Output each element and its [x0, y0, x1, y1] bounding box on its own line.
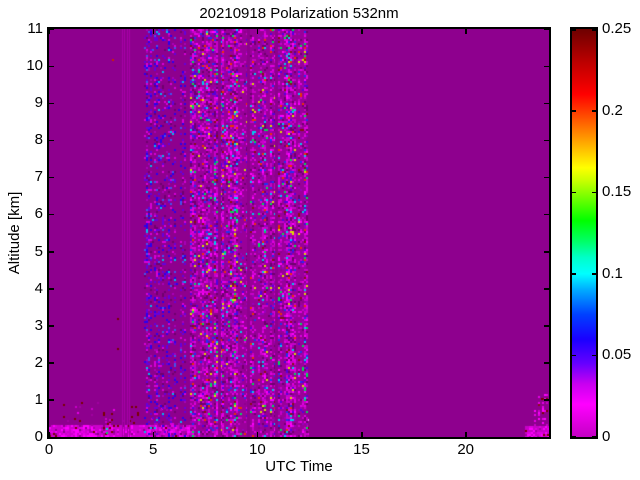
tick-mark	[256, 432, 259, 437]
tick-mark	[49, 436, 54, 438]
colorbar-tick-label: 0	[602, 428, 611, 445]
colorbar-tick-mark	[572, 354, 576, 357]
x-tick-label: 20	[457, 441, 474, 458]
plot-area	[47, 27, 551, 439]
colorbar-tick-mark	[572, 191, 576, 194]
colorbar	[570, 27, 598, 439]
tick-mark	[544, 213, 549, 216]
tick-mark	[49, 251, 54, 253]
x-tick-label: 15	[353, 441, 370, 458]
tick-mark	[544, 176, 549, 179]
x-tick-label: 5	[148, 441, 158, 458]
tick-mark	[49, 28, 54, 30]
tick-mark	[544, 325, 549, 327]
tick-mark	[49, 362, 54, 364]
x-axis-label: UTC Time	[265, 458, 333, 475]
y-tick-label: 8	[34, 131, 43, 149]
chart-title: 20210918 Polarization 532nm	[199, 5, 399, 22]
tick-mark	[544, 362, 549, 364]
colorbar-tick-mark	[572, 273, 576, 275]
tick-mark	[49, 399, 54, 401]
colorbar-gradient	[572, 29, 596, 437]
colorbar-tick-mark	[592, 354, 596, 357]
tick-mark	[465, 29, 467, 34]
x-tick-label: 10	[248, 441, 266, 458]
tick-mark	[361, 29, 363, 34]
tick-mark	[256, 29, 259, 34]
y-axis-label: Altitude [km]	[6, 191, 23, 275]
colorbar-tick-label: 0.05	[602, 346, 632, 364]
tick-mark	[361, 432, 363, 437]
y-tick-label: 1	[34, 390, 43, 408]
y-tick-label: 3	[34, 316, 43, 334]
y-tick-label: 10	[26, 57, 43, 75]
y-tick-label: 11	[27, 20, 43, 37]
colorbar-tick-mark	[592, 29, 596, 31]
tick-mark	[49, 65, 54, 68]
y-tick-label: 9	[34, 94, 43, 112]
heatmap-canvas	[49, 29, 549, 437]
tick-mark	[465, 432, 467, 437]
tick-mark	[544, 251, 549, 253]
tick-mark	[49, 325, 54, 327]
colorbar-tick-label: 0.25	[602, 20, 632, 37]
tick-mark	[544, 28, 549, 30]
tick-mark	[49, 139, 54, 142]
tick-mark	[152, 29, 155, 34]
x-tick-label: 0	[44, 441, 54, 458]
colorbar-tick-label: 0.2	[602, 101, 623, 119]
colorbar-tick-mark	[572, 29, 576, 31]
tick-mark	[544, 288, 549, 290]
colorbar-tick-label: 0.1	[602, 264, 623, 282]
colorbar-tick-mark	[592, 273, 596, 275]
y-tick-label: 0	[34, 428, 43, 445]
colorbar-tick-mark	[572, 436, 576, 438]
colorbar-tick-mark	[572, 110, 576, 112]
tick-mark	[49, 176, 54, 179]
tick-mark	[544, 139, 549, 142]
tick-mark	[49, 102, 54, 105]
tick-mark	[544, 65, 549, 68]
y-tick-label: 6	[34, 205, 43, 223]
tick-mark	[544, 399, 549, 401]
y-tick-label: 4	[34, 279, 43, 297]
tick-mark	[152, 432, 155, 437]
tick-mark	[49, 288, 54, 290]
y-tick-label: 2	[34, 353, 43, 371]
y-tick-label: 7	[34, 168, 43, 186]
colorbar-tick-mark	[592, 436, 596, 438]
colorbar-ticks	[572, 29, 596, 438]
y-tick-label: 5	[34, 242, 43, 260]
tick-mark	[544, 102, 549, 105]
tick-mark	[48, 29, 50, 34]
colorbar-tick-mark	[592, 191, 596, 194]
colorbar-tick-label: 0.15	[602, 183, 632, 201]
colorbar-tick-mark	[592, 110, 596, 112]
tick-mark	[48, 432, 50, 437]
tick-mark	[544, 436, 549, 438]
tick-mark	[49, 213, 54, 216]
